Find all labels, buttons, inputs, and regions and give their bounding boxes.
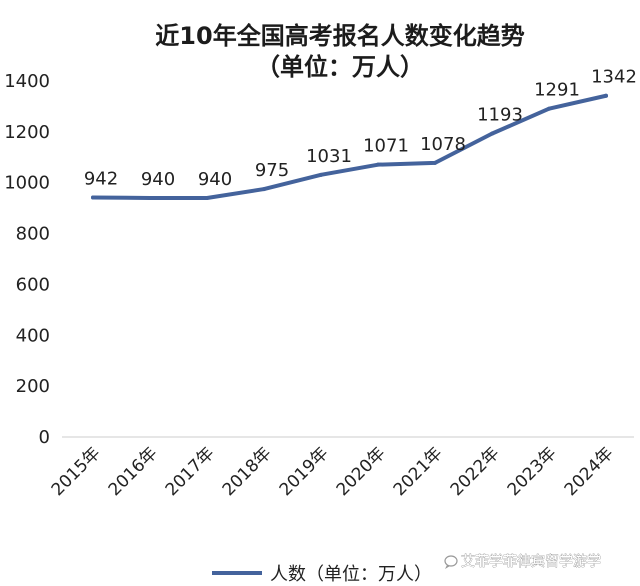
data-label: 1031: [306, 146, 352, 167]
x-tick-label: 2024年: [561, 443, 618, 500]
chart-title: 近10年全国高考报名人数变化趋势: [155, 22, 524, 50]
chart-subtitle: （单位：万人）: [256, 53, 424, 81]
data-point: [433, 160, 437, 165]
x-tick-label: 2018年: [219, 443, 276, 500]
y-tick-label: 200: [16, 376, 50, 397]
data-label: 1342: [591, 67, 637, 88]
x-tick-label: 2019年: [276, 443, 333, 500]
series-line: [91, 93, 608, 200]
data-label: 1071: [363, 136, 409, 157]
y-tick-label: 1400: [4, 71, 50, 92]
x-tick-label: 2017年: [162, 443, 219, 500]
data-label: 1193: [477, 105, 523, 126]
y-tick-label: 800: [16, 224, 50, 245]
y-tick-label: 0: [39, 427, 50, 448]
data-point: [91, 195, 95, 200]
data-point: [319, 172, 323, 177]
legend: 人数（单位：万人）: [212, 564, 432, 585]
x-tick-label: 2015年: [48, 443, 105, 500]
x-tick-label: 2023年: [504, 443, 561, 500]
data-label: 940: [141, 169, 175, 190]
data-point: [490, 131, 494, 136]
legend-label: 人数（单位：万人）: [270, 564, 432, 585]
x-tick-label: 2021年: [390, 443, 447, 500]
x-tick-label: 2016年: [105, 443, 162, 500]
data-point: [148, 195, 152, 200]
data-label: 1078: [420, 134, 466, 155]
data-label: 940: [198, 169, 232, 190]
y-tick-label: 600: [16, 274, 50, 295]
x-tick-label: 2022年: [447, 443, 504, 500]
chat-bubble-icon: [444, 555, 458, 569]
y-tick-label: 400: [16, 325, 50, 346]
data-point: [547, 106, 551, 111]
y-tick-label: 1200: [4, 122, 50, 143]
watermark: 艾菲学菲律宾留学游学: [444, 554, 601, 570]
data-point: [376, 162, 380, 167]
x-tick-label: 2020年: [333, 443, 390, 500]
data-point: [262, 187, 266, 192]
watermark-text: 艾菲学菲律宾留学游学: [461, 554, 601, 570]
data-label: 975: [255, 160, 289, 181]
data-label: 1291: [534, 80, 580, 101]
data-label: 942: [84, 168, 118, 189]
data-point: [604, 93, 608, 98]
y-tick-label: 1000: [4, 173, 50, 194]
data-point: [205, 195, 209, 200]
